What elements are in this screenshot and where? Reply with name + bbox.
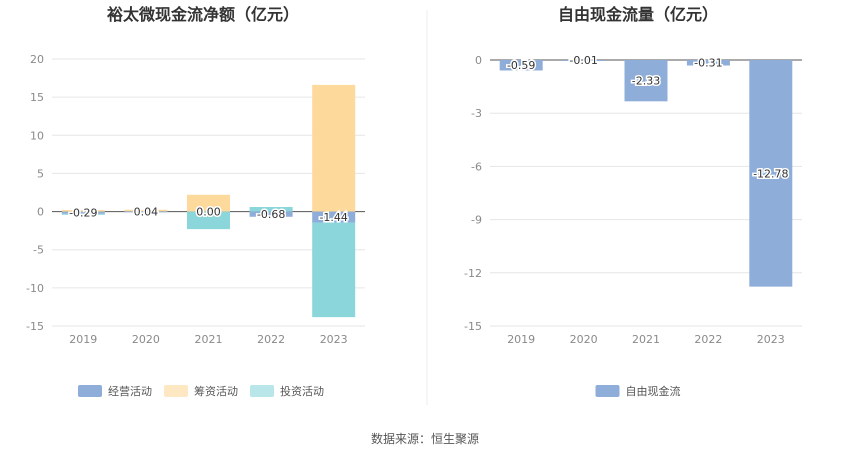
legend-item[interactable]: 筹资活动 [164,384,238,398]
data-label: 0.00 [196,206,221,219]
x-tick-label: 2020 [570,333,598,346]
bar [124,211,168,213]
legend-label: 投资活动 [280,384,324,398]
legend-label: 自由现金流 [626,384,681,398]
data-label: -0.01 [569,54,597,67]
legend-item[interactable]: 投资活动 [250,384,324,398]
free-cashflow-title: 自由现金流量（亿元） [558,5,718,24]
bar [499,60,543,71]
x-tick-label: 2021 [632,333,660,346]
y-tick-label: -5 [33,244,44,257]
data-source-note: 数据来源：恒生聚源 [371,431,479,446]
data-label: 0.04 [134,205,159,218]
cashflow-net-title: 裕太微现金流净额（亿元） [106,5,299,24]
bar [312,211,356,223]
cashflow-net-bars [61,84,356,318]
y-tick-label: 0 [475,54,482,67]
bar [562,60,606,61]
x-tick-label: 2023 [320,333,348,346]
x-tick-label: 2019 [69,333,97,346]
cashflow-net-legend[interactable]: 经营活动 筹资活动 投资活动 [78,384,324,398]
legend-swatch [250,385,274,397]
y-tick-label: 0 [37,206,44,219]
y-tick-label: -12 [464,267,482,280]
x-tick-label: 2020 [132,333,160,346]
y-tick-label: 15 [30,91,44,104]
legend-item[interactable]: 经营活动 [78,384,152,398]
data-label: -12.78 [753,167,788,180]
data-label: -0.59 [507,59,535,72]
x-tick-label: 2022 [257,333,285,346]
y-tick-label: 5 [37,167,44,180]
cashflow-net-data-labels: -0.29 0.04 0.00 -0.68 -1.44 [68,204,350,226]
bar [249,206,293,212]
data-label: -0.31 [694,57,722,70]
free-cashflow-legend[interactable]: 自由现金流 [595,384,681,398]
y-tick-label: -3 [471,107,482,120]
free-cashflow-bars [499,60,793,287]
bar [187,194,230,212]
cashflow-net-y-axis: 20 15 10 5 0 -5 -10 -15 [26,53,44,333]
legend-swatch [78,385,102,397]
bar [187,211,230,230]
x-tick-label: 2019 [507,333,535,346]
data-label: -2.33 [632,75,660,88]
bar [249,211,293,217]
free-cashflow-data-labels: -0.59 -0.01 -2.33 -0.31 -12.78 [505,53,790,182]
y-tick-label: -6 [471,160,482,173]
y-tick-label: -10 [26,282,44,295]
y-tick-label: -15 [26,320,44,333]
bar [624,60,668,102]
cashflow-net-x-axis: 2019 2020 2021 2022 2023 [69,333,347,346]
legend-item[interactable]: 自由现金流 [595,384,681,398]
bar [312,84,356,212]
legend-swatch [164,385,188,397]
data-label: -0.68 [257,208,285,221]
x-tick-label: 2022 [694,333,722,346]
bar [686,60,730,66]
y-tick-label: -9 [471,214,482,227]
data-label: -1.44 [319,211,347,224]
bar [312,222,356,318]
bar [749,60,793,287]
bar [124,209,168,212]
y-tick-label: 20 [30,53,44,66]
free-cashflow-x-axis: 2019 2020 2021 2022 2023 [507,333,785,346]
free-cashflow-chart: 自由现金流量（亿元） 0 -3 -6 -9 -12 -15 2019 2020 2021 202… [464,5,802,398]
bar [61,213,105,215]
bar [61,211,105,214]
x-tick-label: 2023 [757,333,785,346]
bar [61,210,105,212]
legend-label: 经营活动 [108,384,152,398]
y-tick-label: -15 [464,320,482,333]
x-tick-label: 2021 [195,333,223,346]
free-cashflow-y-axis: 0 -3 -6 -9 -12 -15 [464,54,482,333]
y-tick-label: 10 [30,129,44,142]
legend-label: 筹资活动 [194,384,238,398]
data-label: -0.29 [69,207,97,220]
legend-swatch [595,385,620,397]
